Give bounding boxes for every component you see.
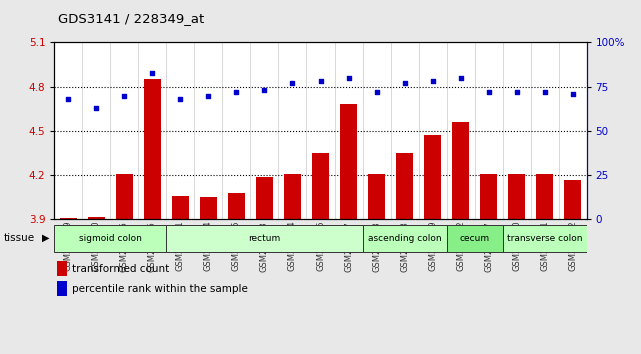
Bar — [452, 122, 469, 219]
Point — [203, 93, 213, 98]
Bar — [368, 174, 385, 219]
Point — [539, 89, 549, 95]
Bar — [116, 174, 133, 219]
Bar — [363, 224, 447, 252]
Point — [260, 87, 270, 93]
Bar — [508, 174, 525, 219]
Point — [512, 89, 522, 95]
Text: percentile rank within the sample: percentile rank within the sample — [72, 284, 248, 293]
Bar — [536, 174, 553, 219]
Bar — [60, 218, 77, 219]
Text: sigmoid colon: sigmoid colon — [79, 234, 142, 242]
Point — [63, 96, 74, 102]
Point — [455, 75, 465, 81]
Text: transverse colon: transverse colon — [507, 234, 582, 242]
Bar — [503, 224, 587, 252]
Bar — [54, 224, 167, 252]
Point — [344, 75, 354, 81]
Bar — [564, 180, 581, 219]
Point — [176, 96, 186, 102]
Bar — [284, 174, 301, 219]
Bar — [57, 281, 67, 296]
Text: GDS3141 / 228349_at: GDS3141 / 228349_at — [58, 12, 204, 25]
Point — [483, 89, 494, 95]
Text: cecum: cecum — [460, 234, 490, 242]
Bar — [447, 224, 503, 252]
Bar — [312, 153, 329, 219]
Bar — [228, 193, 245, 219]
Bar — [144, 79, 161, 219]
Point — [92, 105, 102, 111]
Point — [371, 89, 381, 95]
Point — [119, 93, 129, 98]
Bar — [167, 224, 363, 252]
Text: ascending colon: ascending colon — [368, 234, 441, 242]
Point — [231, 89, 242, 95]
Point — [315, 79, 326, 84]
Bar — [340, 104, 357, 219]
Point — [428, 79, 438, 84]
Bar — [256, 177, 273, 219]
Text: transformed count: transformed count — [72, 263, 169, 274]
Point — [147, 70, 158, 75]
Bar — [172, 196, 189, 219]
Bar — [57, 261, 67, 276]
Text: tissue: tissue — [3, 233, 35, 243]
Bar — [200, 198, 217, 219]
Bar — [424, 136, 441, 219]
Bar — [396, 153, 413, 219]
Bar — [88, 217, 105, 219]
Text: rectum: rectum — [248, 234, 281, 242]
Text: ▶: ▶ — [42, 233, 49, 243]
Point — [287, 80, 297, 86]
Bar — [480, 174, 497, 219]
Point — [399, 80, 410, 86]
Point — [567, 91, 578, 97]
